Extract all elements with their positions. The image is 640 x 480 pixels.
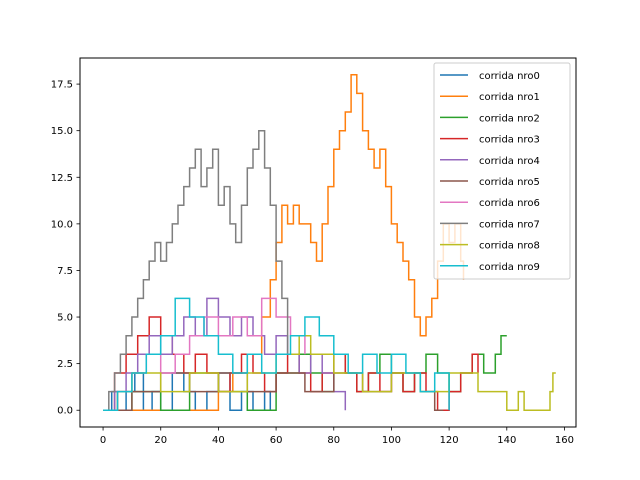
x-tick-label-0: 0	[100, 435, 106, 446]
x-tick-label-3: 60	[270, 435, 283, 446]
x-tick-label-4: 80	[327, 435, 340, 446]
series-line-1	[103, 74, 465, 411]
legend-label-1: corrida nro1	[479, 92, 540, 103]
legend-label-2: corrida nro2	[479, 113, 540, 124]
series-line-7	[103, 129, 289, 411]
legend-label-3: corrida nro3	[479, 135, 540, 146]
y-tick-label-2: 5.0	[57, 313, 73, 324]
plot-area	[103, 74, 556, 411]
x-tick-label-8: 160	[555, 435, 574, 446]
legend-label-5: corrida nro5	[479, 177, 540, 188]
x-tick-label-2: 40	[212, 435, 225, 446]
series-line-9	[103, 297, 450, 411]
legend-label-9: corrida nro9	[479, 262, 540, 273]
y-tick-label-5: 12.5	[51, 173, 73, 184]
legend-label-0: corrida nro0	[479, 71, 540, 82]
y-tick-label-1: 2.5	[57, 359, 73, 370]
legend-label-7: corrida nro7	[479, 219, 540, 230]
x-tick-label-6: 120	[440, 435, 459, 446]
legend-label-8: corrida nro8	[479, 241, 540, 252]
y-axis: 0.0 2.5 5.0 7.5 10.0 12.5 15.0 17.5	[51, 80, 80, 417]
legend-label-4: corrida nro4	[479, 156, 540, 167]
y-tick-label-6: 15.0	[51, 126, 73, 137]
x-tick-label-1: 20	[154, 435, 167, 446]
y-tick-label-0: 0.0	[57, 406, 73, 417]
x-tick-label-5: 100	[382, 435, 401, 446]
legend-label-6: corrida nro6	[479, 198, 540, 209]
y-tick-label-7: 17.5	[51, 80, 73, 91]
x-axis: 0 20 40 60 80 100 120 140 160	[100, 427, 574, 446]
legend: corrida nro0 corrida nro1 corrida nro2 corr…	[433, 62, 571, 280]
y-tick-label-3: 7.5	[57, 266, 73, 277]
series-line-5	[103, 372, 444, 411]
x-tick-label-7: 140	[497, 435, 516, 446]
y-tick-label-4: 10.0	[51, 219, 73, 230]
plot-frame	[79, 57, 577, 428]
